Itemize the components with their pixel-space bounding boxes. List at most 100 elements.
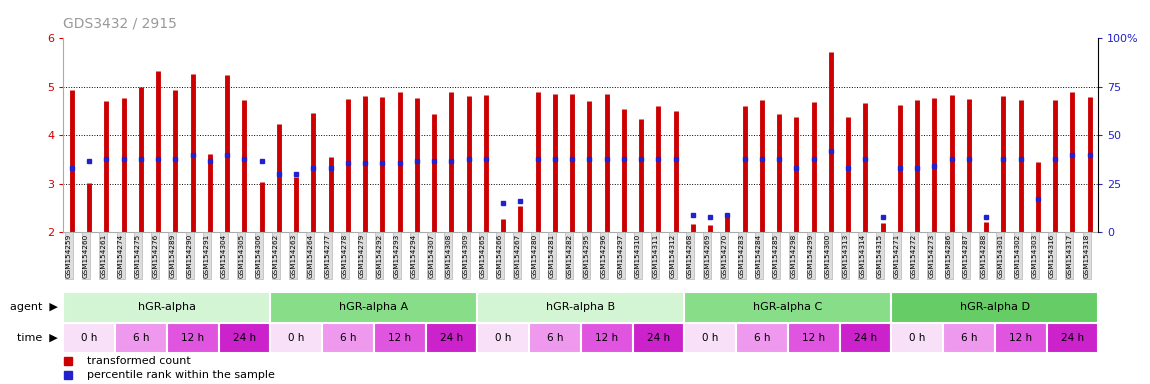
Text: GSM154318: GSM154318 bbox=[1083, 233, 1090, 278]
Text: 12 h: 12 h bbox=[595, 333, 619, 343]
Text: 6 h: 6 h bbox=[753, 333, 770, 343]
Text: GSM154295: GSM154295 bbox=[583, 233, 590, 278]
Text: GSM154296: GSM154296 bbox=[600, 233, 607, 278]
Text: GSM154267: GSM154267 bbox=[514, 233, 520, 278]
Text: GSM154297: GSM154297 bbox=[618, 233, 623, 278]
Text: 0 h: 0 h bbox=[288, 333, 305, 343]
Bar bbox=[1046, 323, 1098, 353]
Bar bbox=[581, 323, 632, 353]
Bar bbox=[477, 323, 529, 353]
Text: GSM154287: GSM154287 bbox=[963, 233, 968, 278]
Text: GSM154302: GSM154302 bbox=[1014, 233, 1021, 278]
Bar bbox=[270, 323, 322, 353]
Bar bbox=[891, 292, 1098, 323]
Text: GSM154275: GSM154275 bbox=[135, 233, 140, 278]
Text: GSM154268: GSM154268 bbox=[687, 233, 692, 278]
Text: GSM154290: GSM154290 bbox=[186, 233, 193, 278]
Text: GSM154274: GSM154274 bbox=[117, 233, 124, 278]
Bar bbox=[63, 292, 270, 323]
Bar bbox=[632, 323, 684, 353]
Text: GSM154277: GSM154277 bbox=[324, 233, 331, 278]
Text: GSM154269: GSM154269 bbox=[704, 233, 711, 278]
Text: 24 h: 24 h bbox=[853, 333, 877, 343]
Text: GSM154311: GSM154311 bbox=[652, 233, 658, 278]
Bar bbox=[218, 323, 270, 353]
Text: GSM154259: GSM154259 bbox=[66, 233, 71, 278]
Bar bbox=[529, 323, 581, 353]
Text: 0 h: 0 h bbox=[702, 333, 719, 343]
Text: GSM154316: GSM154316 bbox=[1049, 233, 1056, 278]
Text: hGR-alpha C: hGR-alpha C bbox=[753, 302, 822, 312]
Text: GSM154313: GSM154313 bbox=[842, 233, 849, 278]
Text: GSM154283: GSM154283 bbox=[738, 233, 745, 278]
Text: agent  ▶: agent ▶ bbox=[9, 302, 58, 312]
Text: GSM154301: GSM154301 bbox=[997, 233, 1003, 278]
Text: GSM154303: GSM154303 bbox=[1032, 233, 1038, 278]
Bar bbox=[684, 292, 891, 323]
Text: GSM154271: GSM154271 bbox=[894, 233, 900, 278]
Bar bbox=[684, 323, 736, 353]
Text: GSM154312: GSM154312 bbox=[669, 233, 676, 278]
Text: 12 h: 12 h bbox=[388, 333, 412, 343]
Text: transformed count: transformed count bbox=[87, 356, 191, 366]
Text: 0 h: 0 h bbox=[494, 333, 512, 343]
Bar bbox=[115, 323, 167, 353]
Bar bbox=[270, 292, 477, 323]
Bar bbox=[788, 323, 840, 353]
Text: hGR-alpha A: hGR-alpha A bbox=[339, 302, 408, 312]
Text: GSM154300: GSM154300 bbox=[825, 233, 830, 278]
Text: hGR-alpha D: hGR-alpha D bbox=[960, 302, 1029, 312]
Text: GSM154317: GSM154317 bbox=[1066, 233, 1072, 278]
Bar bbox=[63, 323, 115, 353]
Bar bbox=[736, 323, 788, 353]
Text: GSM154294: GSM154294 bbox=[411, 233, 416, 278]
Text: GSM154263: GSM154263 bbox=[290, 233, 297, 278]
Text: GSM154289: GSM154289 bbox=[169, 233, 175, 278]
Text: GSM154273: GSM154273 bbox=[928, 233, 934, 278]
Bar bbox=[167, 323, 218, 353]
Text: GSM154299: GSM154299 bbox=[807, 233, 814, 278]
Bar bbox=[891, 323, 943, 353]
Text: GSM154280: GSM154280 bbox=[531, 233, 538, 278]
Text: GSM154266: GSM154266 bbox=[497, 233, 504, 278]
Bar bbox=[426, 323, 477, 353]
Text: GSM154285: GSM154285 bbox=[773, 233, 780, 278]
Text: GSM154270: GSM154270 bbox=[721, 233, 728, 278]
Text: GSM154272: GSM154272 bbox=[911, 233, 918, 278]
Text: GSM154281: GSM154281 bbox=[549, 233, 555, 278]
Text: GSM154279: GSM154279 bbox=[359, 233, 366, 278]
Text: GSM154305: GSM154305 bbox=[238, 233, 244, 278]
Text: GSM154293: GSM154293 bbox=[393, 233, 400, 278]
Text: 24 h: 24 h bbox=[1060, 333, 1084, 343]
Text: 12 h: 12 h bbox=[1009, 333, 1033, 343]
Text: 24 h: 24 h bbox=[232, 333, 256, 343]
Text: 12 h: 12 h bbox=[802, 333, 826, 343]
Text: 12 h: 12 h bbox=[181, 333, 205, 343]
Bar bbox=[840, 323, 891, 353]
Text: GSM154304: GSM154304 bbox=[221, 233, 228, 278]
Text: GSM154262: GSM154262 bbox=[273, 233, 279, 278]
Text: 24 h: 24 h bbox=[646, 333, 670, 343]
Text: GSM154309: GSM154309 bbox=[462, 233, 469, 278]
Text: percentile rank within the sample: percentile rank within the sample bbox=[87, 371, 275, 381]
Text: GSM154284: GSM154284 bbox=[756, 233, 761, 278]
Text: hGR-alpha B: hGR-alpha B bbox=[546, 302, 615, 312]
Text: hGR-alpha: hGR-alpha bbox=[138, 302, 196, 312]
Text: GSM154306: GSM154306 bbox=[255, 233, 262, 278]
Text: GSM154286: GSM154286 bbox=[945, 233, 952, 278]
Text: GSM154308: GSM154308 bbox=[445, 233, 451, 278]
Bar bbox=[943, 323, 995, 353]
Text: GSM154276: GSM154276 bbox=[152, 233, 159, 278]
Text: 0 h: 0 h bbox=[908, 333, 926, 343]
Text: GDS3432 / 2915: GDS3432 / 2915 bbox=[63, 17, 177, 31]
Text: GSM154261: GSM154261 bbox=[100, 233, 106, 278]
Bar bbox=[477, 292, 684, 323]
Bar bbox=[374, 323, 426, 353]
Bar bbox=[322, 323, 374, 353]
Text: GSM154315: GSM154315 bbox=[876, 233, 883, 278]
Text: GSM154260: GSM154260 bbox=[83, 233, 90, 278]
Text: GSM154307: GSM154307 bbox=[428, 233, 435, 278]
Text: 6 h: 6 h bbox=[339, 333, 356, 343]
Text: 6 h: 6 h bbox=[960, 333, 978, 343]
Text: 0 h: 0 h bbox=[81, 333, 98, 343]
